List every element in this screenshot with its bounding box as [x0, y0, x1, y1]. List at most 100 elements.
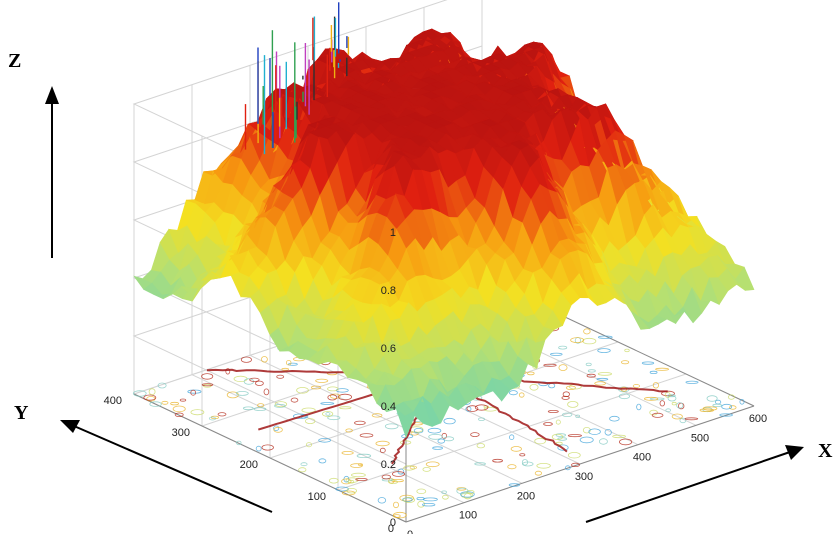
floor-contour-blob	[562, 412, 573, 417]
floor-contour-blob	[133, 390, 147, 397]
floor-contour-blob	[509, 434, 515, 441]
z-tick-label: 0	[390, 517, 396, 529]
floor-contour-blob	[225, 368, 231, 375]
floor-contour-blob	[320, 402, 335, 405]
z-tick-label: 0.6	[381, 343, 396, 355]
floor-contour-blob	[548, 383, 556, 389]
floor-contour-blob	[345, 428, 353, 433]
floor-contour-blob	[179, 398, 187, 402]
x-arrow-head	[785, 445, 804, 460]
z-tick-label: 0.8	[381, 285, 396, 297]
floor-contour-blob	[170, 401, 180, 406]
floor-contour-blob	[474, 462, 486, 466]
floor-contour-blob	[339, 406, 352, 410]
floor-contour-blob	[208, 416, 217, 421]
floor-contour-blob	[403, 496, 416, 503]
floor-contour-blob	[148, 388, 156, 396]
floor-contour-blob	[305, 418, 316, 425]
floor-contour-blob	[273, 426, 283, 433]
floor-contour-blob	[235, 390, 249, 396]
floor-contour-blob	[651, 412, 664, 418]
floor-contour-blob	[470, 432, 480, 438]
floor-contour-blob	[652, 382, 660, 389]
floor-contour-blob	[281, 367, 290, 371]
floor-contour-blob	[558, 364, 568, 372]
floor-contour-blob	[172, 405, 186, 413]
floor-contour-blob	[460, 491, 475, 498]
floor-contour-blob	[327, 386, 339, 392]
floor-contour-blob	[671, 413, 683, 420]
floor-contour-blob	[665, 408, 671, 413]
floor-contour-blob	[508, 483, 520, 487]
floor-contour-blob	[375, 440, 390, 447]
floor-contour-blob	[476, 443, 485, 449]
floor-contour-blob	[534, 437, 546, 445]
floor-contour-blob	[597, 335, 613, 339]
floor-contour-blob	[300, 462, 308, 467]
floor-contour-blob	[655, 367, 670, 371]
floor-contour-blob	[684, 417, 699, 421]
floor-contour-blob	[296, 386, 309, 394]
floor-contour-blob	[257, 403, 265, 408]
floor-contour-blob	[253, 407, 267, 411]
floor-contour-blob	[240, 356, 252, 363]
floor-contour-blob	[620, 360, 630, 365]
surface-patch	[735, 266, 755, 291]
floor-contour-blob	[347, 479, 355, 484]
floor-contour-blob	[355, 477, 368, 481]
floor-contour-blob	[327, 394, 338, 401]
floor-contour-blob	[583, 328, 591, 335]
floor-contour-blob	[555, 433, 567, 437]
axis-edge	[133, 393, 407, 523]
floor-contour-blob	[310, 385, 322, 390]
floor-contour-blob	[384, 423, 399, 430]
y-tick-label: 400	[104, 395, 122, 407]
floor-contour-blob	[571, 462, 581, 467]
floor-contour-blob	[261, 444, 274, 451]
floor-contour-blob	[664, 391, 671, 398]
y-tick-label: 300	[172, 427, 190, 439]
x-tick-label: 300	[575, 471, 593, 483]
floor-contour-blob	[337, 393, 352, 401]
floor-contour-blob	[260, 356, 268, 363]
floor-contour-blob	[236, 440, 242, 446]
floor-contour-blob	[721, 403, 733, 410]
floor-contour-blob	[327, 415, 341, 421]
floor-contour-blob	[354, 420, 366, 426]
floor-contour-blob	[557, 437, 568, 441]
floor-contour-blob	[379, 447, 386, 453]
x-tick-label: 500	[691, 432, 709, 444]
floor-contour-blob	[483, 407, 498, 412]
floor-contour-blob	[659, 400, 665, 407]
floor-contour-blob	[443, 436, 455, 442]
floor-contour-blob	[604, 428, 612, 436]
floor-contour-blob	[536, 462, 551, 469]
floor-contour-blob	[422, 503, 436, 507]
floor-contour-blob	[286, 360, 292, 366]
floor-contour-blob	[325, 412, 331, 416]
floor-contour-blob	[466, 489, 475, 494]
floor-contour-blob	[143, 394, 157, 401]
floor-contour-blob	[585, 362, 592, 367]
floor-contour-blob	[558, 345, 568, 350]
floor-contour-blob	[599, 438, 608, 445]
floor-contour-blob	[649, 409, 658, 416]
floor-contour-blob	[403, 465, 415, 471]
x-tick-label: 600	[749, 413, 767, 425]
floor-contour-blob	[201, 383, 214, 387]
floor-contour-blob	[551, 433, 564, 440]
floor-contour-blob	[388, 479, 399, 484]
floor-contour-blob	[276, 374, 285, 379]
floor-contour-blob	[729, 405, 737, 410]
floor-contour-blob	[612, 434, 626, 439]
floor-contour-blob	[667, 395, 677, 402]
floor-contour-blob	[428, 433, 443, 440]
floor-contour-blob	[456, 487, 469, 495]
floor-contour-blob	[582, 427, 591, 434]
floor-contour-blob	[442, 494, 449, 500]
floor-contour-blob	[557, 444, 569, 451]
z-arrow-head	[45, 86, 59, 104]
z-tick-label: 1	[390, 227, 396, 239]
floor-contour-blob	[597, 372, 613, 376]
floor-contour-blob	[249, 377, 260, 382]
